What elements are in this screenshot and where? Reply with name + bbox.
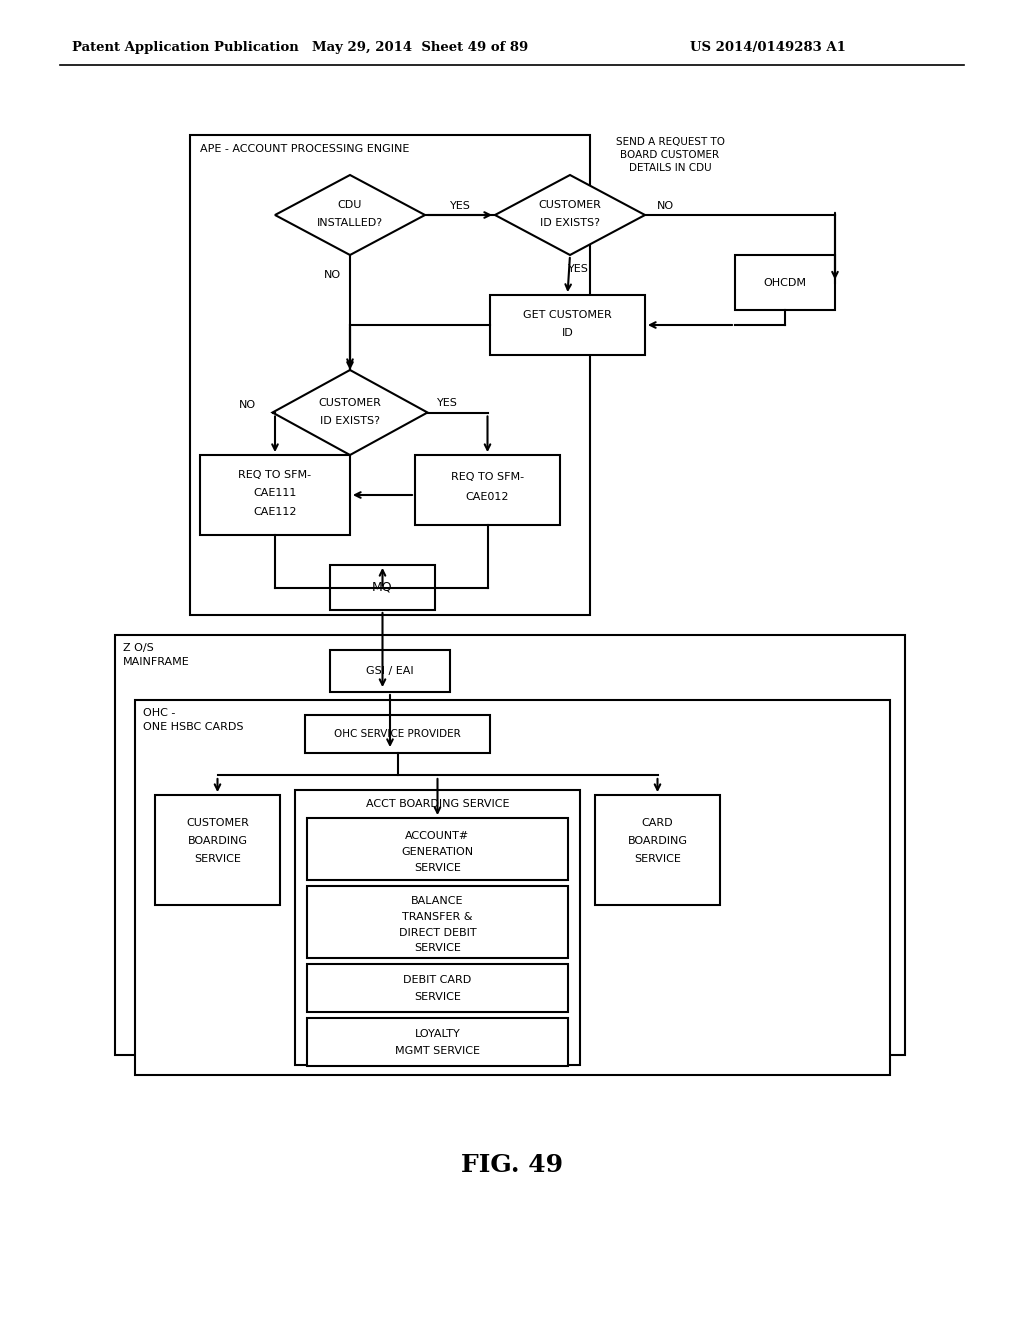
Text: BOARDING: BOARDING [628,836,687,846]
Text: DETAILS IN CDU: DETAILS IN CDU [629,162,712,173]
Text: DEBIT CARD: DEBIT CARD [403,975,472,985]
Text: NO: NO [656,201,674,211]
Text: BOARDING: BOARDING [187,836,248,846]
Text: GSI / EAI: GSI / EAI [367,667,414,676]
Text: OHCDM: OHCDM [764,277,807,288]
Text: YES: YES [567,264,589,275]
Text: CAE111: CAE111 [253,488,297,498]
Text: SEND A REQUEST TO: SEND A REQUEST TO [615,137,725,147]
Bar [307,964,568,1012]
Text: REQ TO SFM-: REQ TO SFM- [239,470,311,480]
Text: APE - ACCOUNT PROCESSING ENGINE: APE - ACCOUNT PROCESSING ENGINE [200,144,410,154]
Text: LOYALTY: LOYALTY [415,1030,461,1039]
Polygon shape [275,176,425,255]
Bar [307,886,568,958]
Text: YES: YES [437,399,458,408]
Bar [307,1018,568,1067]
Bar [115,635,905,1055]
Bar [305,715,490,752]
Text: REQ TO SFM-: REQ TO SFM- [451,473,524,482]
Text: SERVICE: SERVICE [414,942,461,953]
Text: NO: NO [239,400,256,409]
Text: TRANSFER &: TRANSFER & [402,912,473,921]
Text: CUSTOMER: CUSTOMER [539,201,601,210]
Bar [735,255,835,310]
Bar [155,795,280,906]
Text: BALANCE: BALANCE [412,896,464,906]
Bar [415,455,560,525]
Text: MAINFRAME: MAINFRAME [123,657,189,667]
Bar [330,565,435,610]
Text: GET CUSTOMER: GET CUSTOMER [523,310,612,319]
Text: OHC SERVICE PROVIDER: OHC SERVICE PROVIDER [334,729,461,739]
Bar [330,649,450,692]
Text: SERVICE: SERVICE [195,854,241,865]
Text: ID: ID [561,327,573,338]
Text: ACCT BOARDING SERVICE: ACCT BOARDING SERVICE [366,799,509,809]
Text: MQ: MQ [372,581,393,594]
Text: US 2014/0149283 A1: US 2014/0149283 A1 [690,41,846,54]
Bar [595,795,720,906]
Polygon shape [272,370,427,455]
Text: ACCOUNT#: ACCOUNT# [406,832,470,841]
Text: May 29, 2014  Sheet 49 of 89: May 29, 2014 Sheet 49 of 89 [312,41,528,54]
Bar [490,294,645,355]
Text: CDU: CDU [338,201,362,210]
Text: CAE112: CAE112 [253,507,297,517]
Text: YES: YES [450,201,470,211]
Text: MGMT SERVICE: MGMT SERVICE [395,1045,480,1056]
Text: SERVICE: SERVICE [414,863,461,873]
Text: DIRECT DEBIT: DIRECT DEBIT [398,928,476,939]
Text: INSTALLED?: INSTALLED? [317,218,383,228]
Text: SERVICE: SERVICE [414,993,461,1002]
Text: Z O/S: Z O/S [123,643,154,653]
Text: NO: NO [324,271,341,280]
Text: SERVICE: SERVICE [634,854,681,865]
Text: CAE012: CAE012 [466,492,509,502]
Text: CARD: CARD [642,818,674,828]
Text: ID EXISTS?: ID EXISTS? [319,416,380,425]
Text: Patent Application Publication: Patent Application Publication [72,41,299,54]
Text: BOARD CUSTOMER: BOARD CUSTOMER [621,150,720,160]
Bar [190,135,590,615]
Text: CUSTOMER: CUSTOMER [186,818,249,828]
Text: ID EXISTS?: ID EXISTS? [540,218,600,228]
Text: FIG. 49: FIG. 49 [461,1152,563,1177]
Bar [295,789,580,1065]
Text: OHC -: OHC - [143,708,175,718]
Bar [135,700,890,1074]
Bar [307,818,568,880]
Text: ONE HSBC CARDS: ONE HSBC CARDS [143,722,244,733]
Text: GENERATION: GENERATION [401,847,473,857]
Text: CUSTOMER: CUSTOMER [318,397,381,408]
Bar [200,455,350,535]
Polygon shape [495,176,645,255]
